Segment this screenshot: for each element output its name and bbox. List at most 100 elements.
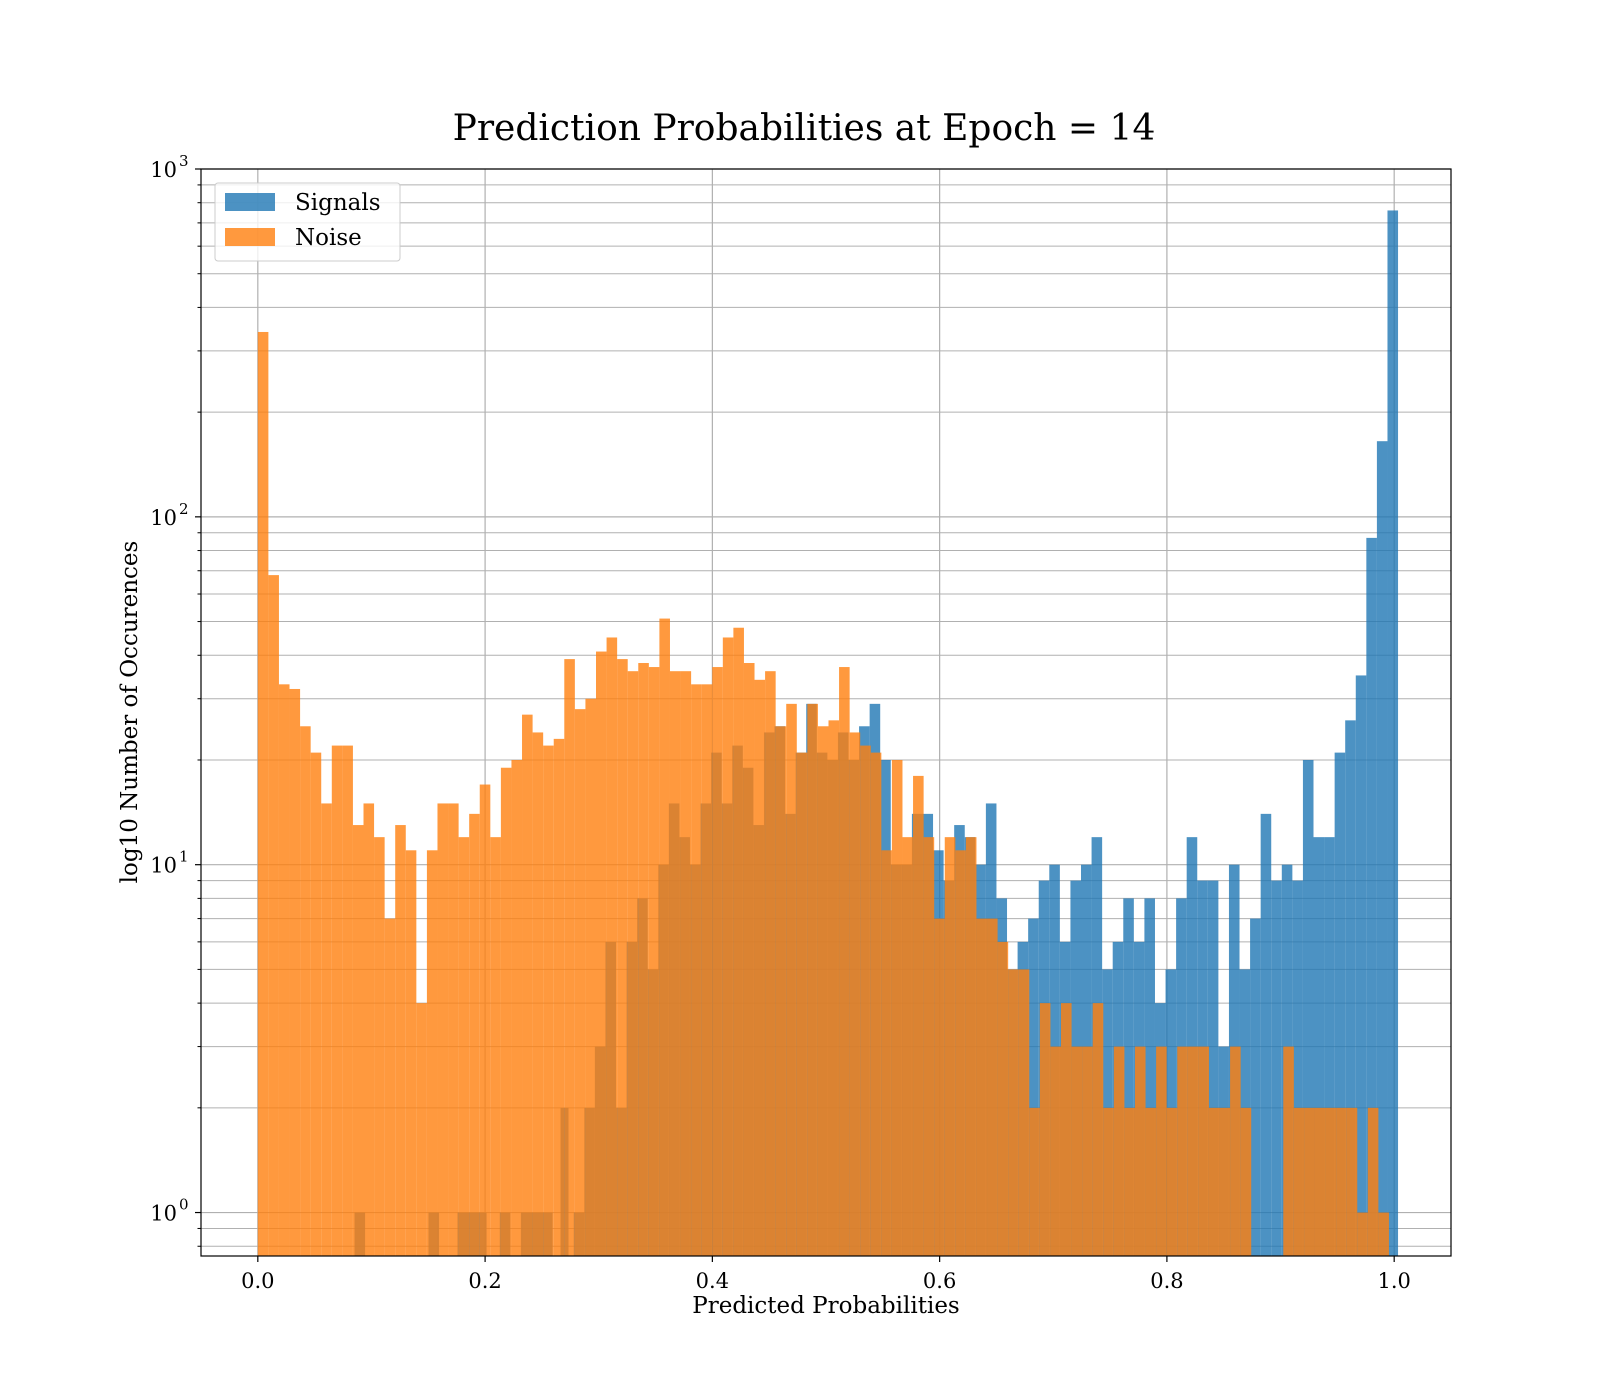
bar-signals — [1376, 441, 1388, 1257]
legend-label-noise: Noise — [295, 225, 362, 251]
bar-noise — [1346, 1107, 1358, 1256]
bar-noise — [1283, 1046, 1294, 1256]
bar-noise — [532, 732, 544, 1256]
bar-noise — [384, 918, 396, 1256]
bar-noise — [828, 720, 840, 1256]
y-tick-label: 10 — [150, 854, 177, 878]
bar-noise — [891, 759, 903, 1256]
x-axis-label: Predicted Probabilities — [692, 1293, 960, 1319]
bar-noise — [733, 627, 744, 1256]
y-axis-label: log10 Number of Occurences — [117, 541, 143, 884]
bar-noise — [574, 709, 586, 1256]
bar-noise — [870, 752, 882, 1256]
bar-signals — [1207, 880, 1219, 1256]
x-tick-label: 0.4 — [696, 1269, 729, 1293]
bar-noise — [839, 667, 850, 1256]
bar-noise — [1240, 1107, 1252, 1256]
bar-noise — [659, 618, 670, 1256]
bar-noise — [1336, 1107, 1347, 1256]
bar-noise — [775, 726, 787, 1256]
x-tick-label: 0.6 — [923, 1269, 956, 1293]
y-tick-exponent: 2 — [179, 500, 189, 518]
bar-noise — [437, 803, 449, 1256]
bar-noise — [965, 837, 977, 1256]
bar-noise — [1293, 1107, 1305, 1256]
bar-noise — [374, 837, 385, 1256]
y-tick-label: 10 — [150, 506, 177, 530]
bar-signals — [1271, 880, 1282, 1256]
y-tick-exponent: 3 — [179, 152, 189, 170]
bar-noise — [648, 667, 660, 1256]
x-tick-label: 1.0 — [1377, 1269, 1410, 1293]
bar-noise — [923, 837, 935, 1256]
legend: Signals Noise — [214, 182, 401, 262]
bar-noise — [1145, 1107, 1157, 1256]
bar-signals — [1355, 675, 1367, 1256]
bar-noise — [363, 803, 375, 1256]
bar-signals — [1028, 918, 1039, 1256]
bar-noise — [585, 698, 596, 1256]
bar-signals — [1292, 880, 1303, 1256]
bar-noise — [786, 703, 797, 1256]
chart-title: Prediction Probabilities at Epoch = 14 — [453, 108, 1156, 149]
y-tick-label: 10 — [150, 158, 177, 182]
bar-noise — [448, 803, 459, 1256]
bar-noise — [691, 684, 702, 1256]
bar-noise — [997, 941, 1009, 1256]
bar-noise — [257, 331, 269, 1256]
y-tick-exponent: 0 — [179, 1196, 189, 1214]
bar-signals — [1334, 752, 1346, 1256]
bar-noise — [458, 837, 470, 1256]
bar-noise — [331, 745, 343, 1256]
bar-signals — [1345, 720, 1356, 1256]
bar-noise — [490, 837, 501, 1256]
bar-noise — [817, 726, 829, 1256]
bar-signals — [1387, 210, 1399, 1256]
bar-noise — [289, 688, 301, 1256]
bar-noise — [701, 684, 713, 1256]
bar-noise — [1230, 1046, 1241, 1256]
x-tick-label: 0.8 — [1150, 1269, 1183, 1293]
legend-swatch-noise — [225, 228, 275, 246]
bar-noise — [1378, 1212, 1389, 1256]
bar-noise — [1039, 1003, 1051, 1256]
bar-noise — [321, 803, 332, 1256]
bar-noise — [1029, 1107, 1040, 1256]
bar-noise — [500, 767, 512, 1256]
bar-noise — [1367, 1107, 1379, 1256]
bar-noise — [860, 745, 871, 1256]
bar-noise — [310, 752, 322, 1256]
bar-noise — [1304, 1107, 1315, 1256]
bar-noise — [1018, 969, 1030, 1256]
bar-noise — [944, 837, 956, 1256]
bar-noise — [278, 684, 290, 1256]
bar-noise — [712, 667, 723, 1256]
bar-noise — [268, 575, 279, 1256]
bar-noise — [849, 732, 861, 1256]
bar-signals — [1123, 898, 1134, 1256]
bar-noise — [1187, 1046, 1199, 1256]
bar-noise — [342, 745, 353, 1256]
bar-noise — [1071, 1046, 1083, 1256]
bar-noise — [553, 738, 565, 1256]
bar-signals — [1144, 898, 1155, 1256]
bar-signals — [1250, 918, 1261, 1256]
bar-noise — [807, 703, 818, 1256]
bar-noise — [796, 752, 808, 1256]
bar-noise — [405, 850, 417, 1256]
bar-noise — [987, 918, 998, 1256]
bar-noise — [881, 850, 892, 1256]
bar-noise — [1008, 969, 1019, 1256]
bar-noise — [469, 813, 480, 1256]
bar-noise — [300, 726, 311, 1256]
bar-signals — [1313, 837, 1325, 1256]
bar-noise — [1082, 1046, 1093, 1256]
series-noise — [257, 331, 1389, 1256]
bar-noise — [1124, 1107, 1135, 1256]
bar-noise — [976, 918, 988, 1256]
y-tick-label: 10 — [150, 1202, 177, 1226]
bar-signals — [1324, 837, 1335, 1256]
bar-signals — [1260, 813, 1272, 1256]
bar-noise — [913, 775, 924, 1256]
